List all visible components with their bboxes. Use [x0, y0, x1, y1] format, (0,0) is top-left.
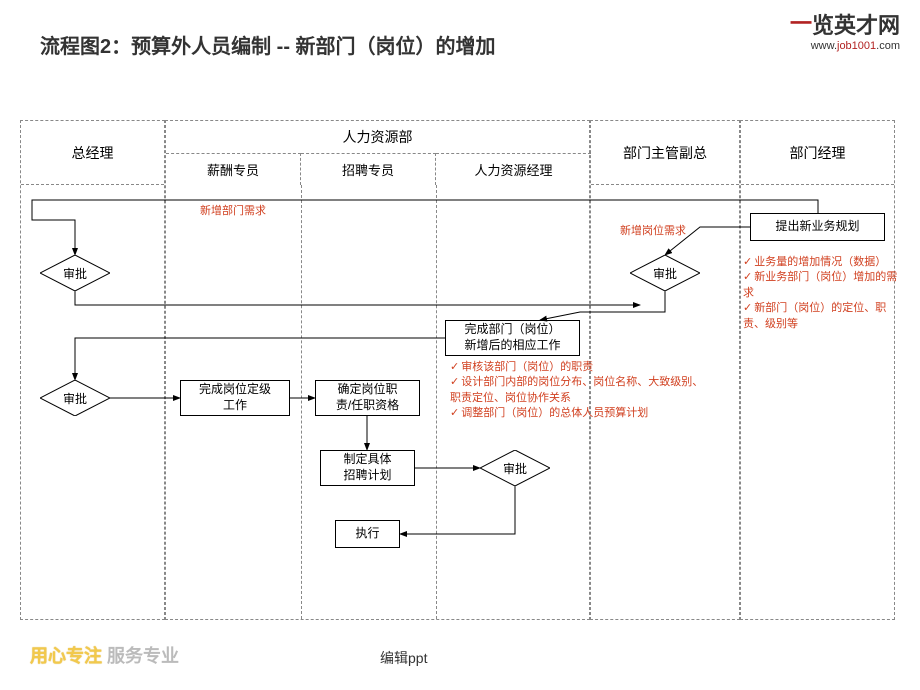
note-propose-list: 业务量的增加情况（数据） 新业务部门（岗位）增加的需求 新部门（岗位）的定位、职… — [743, 255, 898, 332]
node-approve-gm-1: 审批 — [40, 255, 110, 291]
lane-header-hr-group: 人力资源部 — [166, 121, 589, 153]
lane-header-gm: 总经理 — [21, 121, 164, 185]
lane-header-hr-comp: 薪酬专员 — [166, 153, 301, 185]
note-new-dept-need: 新增部门需求 — [200, 204, 266, 219]
node-plan: 制定具体 招聘计划 — [320, 450, 415, 486]
note-complete-list: 审核该部门（岗位）的职责 设计部门内部的岗位分布、岗位名称、大致级别、职责定位、… — [450, 360, 710, 422]
node-approve-hr-mgr: 审批 — [480, 450, 550, 486]
page-title: 流程图2：预算外人员编制 -- 新部门（岗位）的增加 — [40, 30, 496, 59]
footer-tagline: 用心专注 服务专业 — [30, 642, 179, 668]
lane-header-hr-mgr: 人力资源经理 — [436, 153, 591, 185]
node-complete-dept: 完成部门（岗位） 新增后的相应工作 — [445, 320, 580, 356]
node-grade: 完成岗位定级 工作 — [180, 380, 290, 416]
node-propose: 提出新业务规划 — [750, 213, 885, 241]
footer-edit: 编辑ppt — [380, 648, 427, 668]
node-jd: 确定岗位职 责/任职资格 — [315, 380, 420, 416]
note-new-pos-need: 新增岗位需求 — [620, 224, 686, 239]
lane-header-hr-recruit: 招聘专员 — [301, 153, 436, 185]
node-approve-vp: 审批 — [630, 255, 700, 291]
logo: 一览英才网 www.job1001.com — [790, 8, 900, 52]
node-exec: 执行 — [335, 520, 400, 548]
logo-brand: 一览英才网 — [790, 8, 900, 40]
node-approve-gm-2: 审批 — [40, 380, 110, 416]
lane-gm: 总经理 — [20, 120, 165, 620]
lane-header-vp: 部门主管副总 — [591, 121, 739, 185]
lane-deptmgr: 部门经理 — [740, 120, 895, 620]
lane-header-deptmgr: 部门经理 — [741, 121, 894, 185]
logo-url: www.job1001.com — [790, 40, 900, 52]
